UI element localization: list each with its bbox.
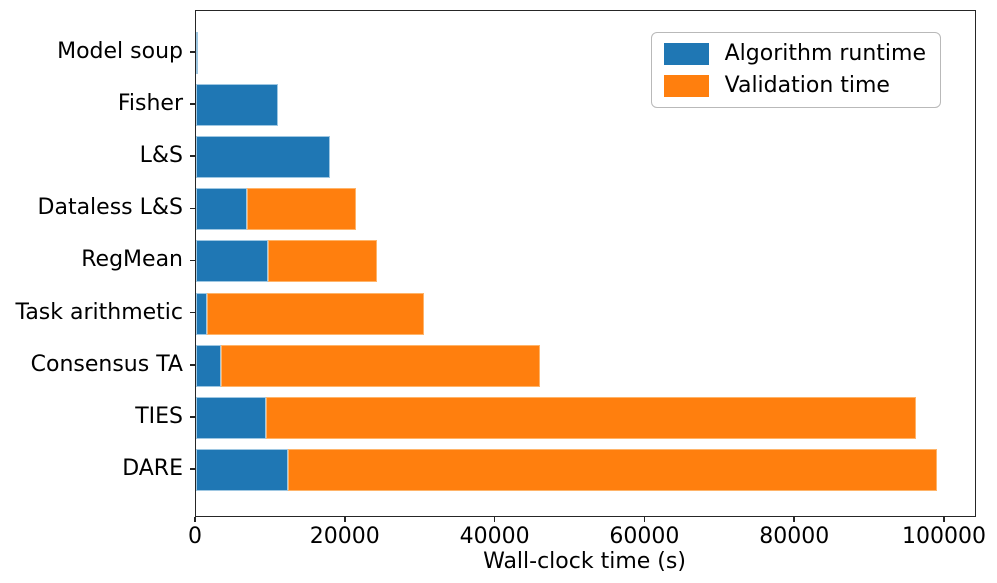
y-label-row: TIES	[0, 391, 195, 443]
bar-row	[196, 79, 975, 131]
y-tick-mark	[190, 363, 195, 366]
y-axis-label: L&S	[139, 143, 183, 169]
legend-item: Algorithm runtime	[663, 41, 926, 66]
x-tick-mark	[943, 516, 945, 522]
bar-segment-runtime	[196, 344, 222, 387]
stacked-bar	[196, 396, 975, 439]
y-axis-labels: Model soup Fisher L&S Dataless L&S RegMean Ta…	[0, 10, 195, 515]
x-axis-label: Wall-clock time (s)	[483, 549, 686, 574]
bar-row	[196, 183, 975, 235]
bar-segment-validation	[207, 292, 424, 335]
bar-row	[196, 235, 975, 287]
bar-row	[196, 340, 975, 392]
bar-segment-runtime	[196, 448, 289, 491]
stacked-bar	[196, 292, 975, 335]
legend-swatch-validation	[663, 75, 709, 97]
legend: Algorithm runtime Validation time	[650, 32, 941, 108]
y-label-row: L&S	[0, 130, 195, 182]
y-tick-mark	[190, 468, 195, 470]
y-tick-mark	[190, 311, 195, 314]
x-tick-mark	[194, 516, 196, 522]
bar-segment-runtime	[196, 32, 198, 75]
legend-item: Validation time	[663, 73, 926, 98]
bars-area	[196, 11, 975, 516]
stacked-bar	[196, 188, 975, 231]
stacked-bar	[196, 344, 975, 387]
stacked-bar	[196, 84, 975, 127]
x-axis-ticks: 0 20000 40000 60000 80000 100000	[188, 516, 986, 557]
bar-segment-validation	[288, 448, 937, 491]
y-label-row: RegMean	[0, 234, 195, 286]
bar-segment-runtime	[196, 396, 267, 439]
y-axis-label: Dataless L&S	[37, 195, 183, 221]
y-label-row: Fisher	[0, 78, 195, 130]
y-axis-label: DARE	[122, 455, 183, 481]
bar-segment-runtime	[196, 292, 208, 335]
y-tick-mark	[190, 207, 195, 210]
x-tick-label: 60000	[609, 523, 680, 549]
x-tick-mark	[344, 516, 346, 522]
bar-row	[196, 444, 975, 496]
legend-label: Validation time	[724, 73, 890, 98]
y-label-row: Task arithmetic	[0, 287, 195, 339]
stacked-bar	[196, 448, 975, 491]
x-tick-mark	[793, 516, 796, 522]
y-tick-mark	[190, 51, 195, 53]
x-tick-label: 0	[188, 523, 202, 549]
bar-segment-validation	[221, 344, 540, 387]
y-axis-label: Task arithmetic	[15, 299, 183, 325]
x-tick-mark	[493, 516, 496, 522]
bar-segment-runtime	[196, 188, 247, 231]
y-tick-mark	[190, 416, 195, 418]
x-tick-label: 100000	[902, 523, 987, 549]
y-label-row: Dataless L&S	[0, 182, 195, 234]
bar-segment-validation	[266, 396, 916, 439]
bar-segment-runtime	[196, 240, 268, 283]
bar-row	[196, 392, 975, 444]
x-tick-label: 20000	[309, 523, 380, 549]
stacked-bar	[196, 32, 975, 75]
legend-label: Algorithm runtime	[724, 41, 926, 66]
legend-swatch-runtime	[663, 43, 709, 65]
stacked-bar	[196, 240, 975, 283]
bar-segment-runtime	[196, 136, 331, 179]
y-axis-label: Model soup	[57, 39, 183, 65]
y-label-row: Consensus TA	[0, 339, 195, 391]
y-axis-label: RegMean	[81, 247, 183, 273]
y-tick-mark	[190, 155, 195, 158]
bar-row	[196, 27, 975, 79]
bar-row	[196, 131, 975, 183]
y-label-row: Model soup	[0, 26, 195, 78]
bar-segment-validation	[267, 240, 377, 283]
stacked-bar	[196, 136, 975, 179]
y-axis-label: Consensus TA	[30, 351, 183, 377]
bar-segment-validation	[246, 188, 356, 231]
x-tick-label: 80000	[759, 523, 830, 549]
y-axis-label: TIES	[135, 403, 183, 429]
bar-row	[196, 288, 975, 340]
y-tick-mark	[190, 259, 195, 262]
y-axis-label: Fisher	[117, 91, 183, 117]
x-tick-mark	[643, 516, 646, 522]
x-tick-label: 40000	[459, 523, 530, 549]
y-tick-mark	[190, 103, 195, 105]
plot-area: Algorithm runtime Validation time	[195, 10, 976, 517]
y-label-row: DARE	[0, 443, 195, 495]
bar-segment-runtime	[196, 84, 278, 127]
